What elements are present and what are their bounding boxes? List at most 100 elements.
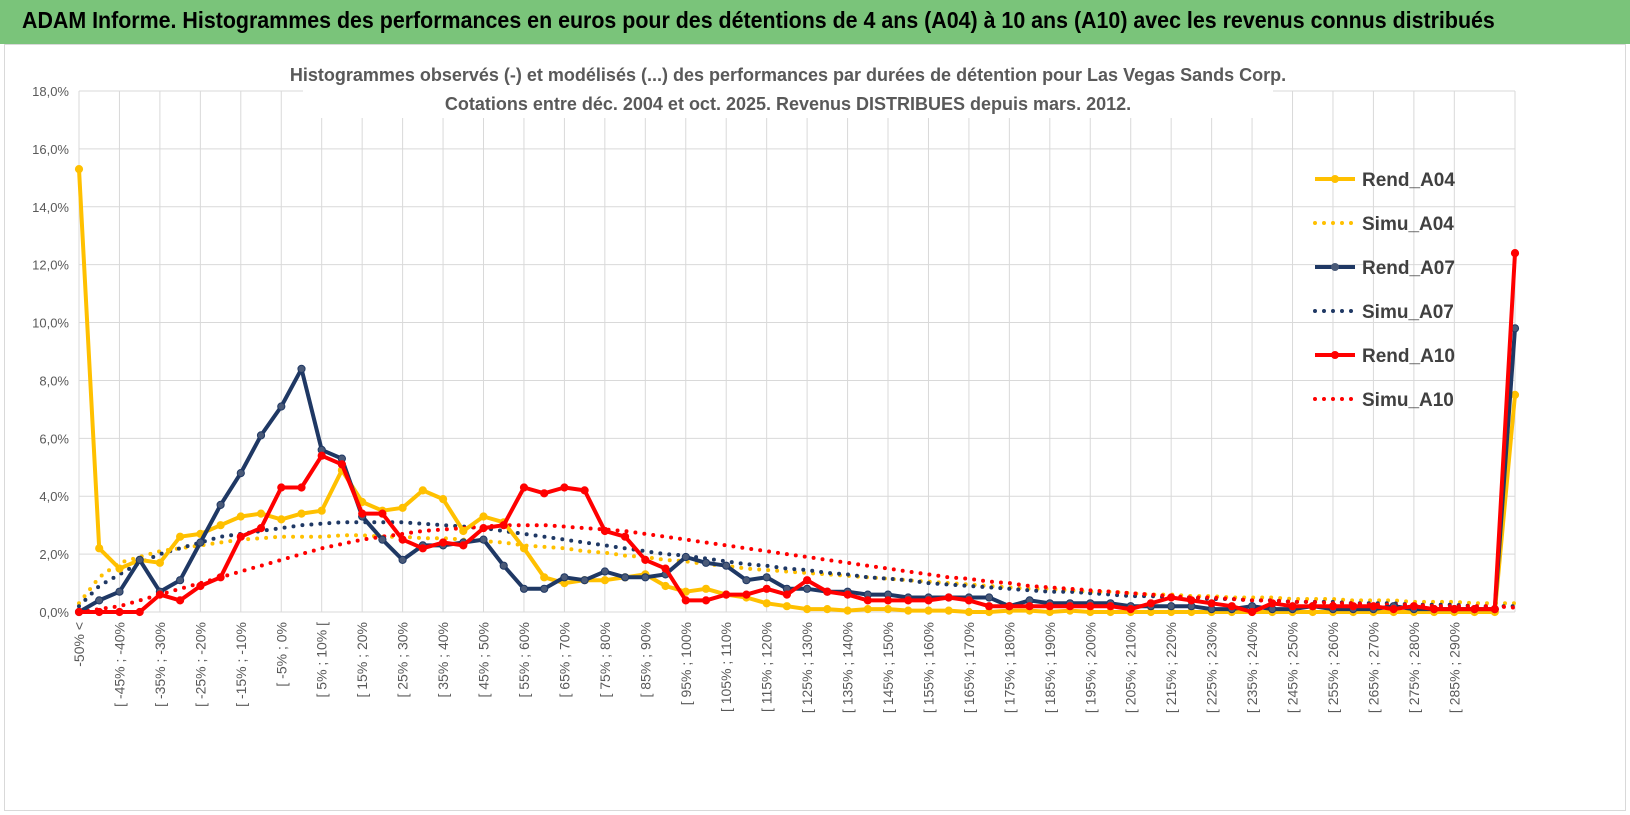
legend-marker [1331, 175, 1339, 183]
data-point [317, 451, 326, 460]
data-point [277, 402, 286, 411]
series-line [78, 328, 1517, 614]
x-tick-label: [ 65% ; 70% [556, 622, 572, 698]
data-point [479, 535, 488, 544]
data-point [216, 573, 225, 582]
data-point [95, 544, 104, 553]
performance-histogram-chart: Histogrammes observés (-) et modélisés (… [32, 58, 1520, 713]
x-tick-label: [ 105% ; 110% [718, 622, 734, 712]
data-point [540, 489, 549, 498]
data-point [560, 483, 569, 492]
x-tick-label: [ 55% ; 60% [516, 622, 532, 698]
data-point [600, 567, 610, 576]
data-point [843, 590, 852, 599]
data-point [459, 541, 468, 550]
data-point [762, 573, 771, 582]
x-tick-label: [ 225% ; 230% [1204, 622, 1220, 713]
chart-title: Histogrammes observés (-) et modélisés (… [290, 58, 1286, 118]
data-point [115, 607, 124, 617]
data-point [135, 555, 144, 565]
x-tick-label: [ 145% ; 150% [880, 622, 896, 713]
data-point [115, 564, 124, 573]
chart-title-background [303, 58, 1273, 118]
data-point [701, 558, 711, 567]
legend-item-simu-a04: Simu_A04 [1313, 214, 1454, 235]
data-point [236, 532, 245, 541]
data-point [95, 596, 104, 605]
report-banner: ADAM Informe. Histogrammes des performan… [0, 0, 1630, 44]
data-point [398, 503, 407, 512]
data-point [439, 495, 448, 504]
data-point [519, 544, 529, 553]
data-point [964, 596, 974, 605]
y-tick-label: 0,0% [39, 605, 69, 620]
x-tick-label: [ -15% ; -10% [233, 622, 249, 707]
data-point [1187, 596, 1196, 605]
data-point [155, 558, 164, 567]
data-point [297, 364, 306, 373]
legend-label: Simu_A10 [1362, 390, 1454, 411]
series-line [77, 168, 1517, 614]
data-point [701, 596, 711, 605]
legend-label: Rend_A07 [1362, 258, 1455, 279]
series-simu-a07 [77, 520, 1517, 609]
series-simu-a10 [77, 523, 1517, 614]
chart-title-line-2: Cotations entre déc. 2004 et oct. 2025. … [445, 94, 1131, 114]
data-point [1470, 605, 1479, 614]
x-tick-label: [ 5% ; 10% [ [314, 622, 330, 698]
data-point [904, 596, 913, 605]
data-point [459, 526, 468, 536]
series-line [77, 533, 1517, 606]
grid [78, 90, 1516, 613]
data-point [115, 587, 124, 596]
data-point [641, 573, 650, 582]
data-point [560, 573, 569, 582]
data-point [176, 532, 185, 541]
data-point [944, 593, 953, 602]
data-point [863, 596, 872, 605]
x-tick-label: [ 215% ; 220% [1163, 622, 1179, 713]
data-point [1167, 602, 1176, 611]
data-point [803, 605, 812, 614]
x-tick-label: [ 185% ; 190% [1042, 622, 1058, 713]
data-point [782, 602, 792, 611]
y-tick-label: 12,0% [32, 258, 69, 273]
data-point [742, 590, 751, 599]
data-point [1086, 602, 1095, 611]
x-tick-label: [ 255% ; 260% [1325, 622, 1341, 713]
data-point [661, 581, 670, 591]
x-tick-label: [ 135% ; 140% [840, 622, 856, 713]
y-tick-label: 4,0% [39, 489, 69, 504]
x-tick-label: [ 165% ; 170% [961, 622, 977, 713]
data-point [236, 512, 245, 521]
y-tick-label: 10,0% [32, 316, 69, 331]
x-tick-label: [ 275% ; 280% [1406, 622, 1422, 713]
data-point [216, 500, 225, 509]
data-point [418, 544, 427, 553]
data-point [621, 573, 630, 582]
data-point [297, 483, 306, 492]
data-point [681, 552, 690, 562]
data-point [176, 596, 185, 605]
x-tick-label: [ 245% ; 250% [1285, 622, 1301, 713]
data-point [74, 607, 84, 617]
data-point [1430, 605, 1439, 614]
data-point [1146, 599, 1156, 608]
x-tick-label: [ 125% ; 130% [799, 622, 815, 713]
data-point [904, 606, 913, 615]
data-point [236, 469, 245, 478]
legend-item-simu-a10: Simu_A10 [1313, 390, 1454, 411]
x-tick-label: -50% < [71, 622, 87, 667]
y-tick-label: 18,0% [32, 84, 69, 99]
data-point [439, 538, 448, 547]
x-tick-label: [ 95% ; 100% [678, 622, 694, 705]
data-point [479, 512, 488, 521]
data-point [1045, 602, 1054, 611]
data-point [1106, 602, 1115, 611]
data-point [499, 521, 508, 530]
data-point [1268, 599, 1277, 608]
x-tick-label: [ 25% ; 30% [395, 622, 411, 698]
series-line [77, 520, 1517, 609]
data-point [803, 584, 812, 593]
data-point [1450, 605, 1459, 614]
